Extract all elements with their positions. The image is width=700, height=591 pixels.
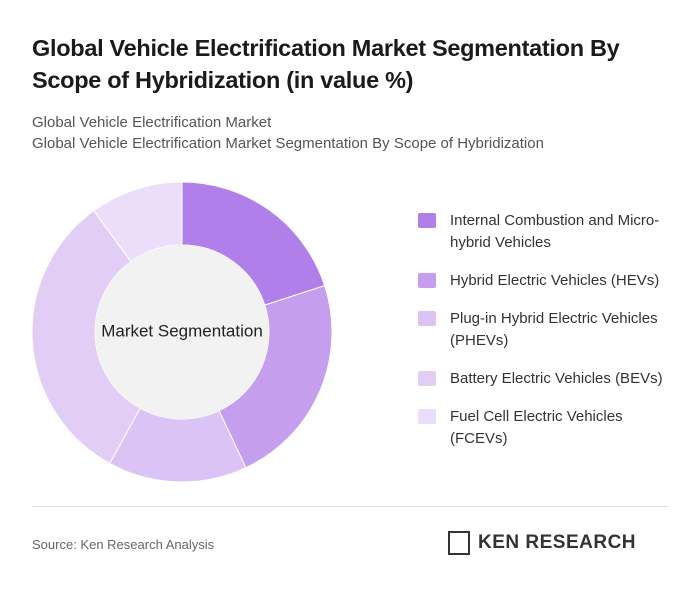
legend-item: Hybrid Electric Vehicles (HEVs): [418, 270, 678, 292]
legend-label: Fuel Cell Electric Vehicles (FCEVs): [450, 408, 623, 447]
legend: Internal Combustion and Micro-hybrid Veh…: [418, 210, 678, 466]
legend-swatch: [418, 311, 436, 326]
legend-label: Plug-in Hybrid Electric Vehicles (PHEVs): [450, 310, 658, 349]
center-label: Market Segmentation: [101, 321, 263, 340]
legend-label: Hybrid Electric Vehicles (HEVs): [450, 272, 660, 289]
chart-title: Global Vehicle Electrification Market Se…: [32, 35, 620, 93]
legend-label: Internal Combustion and Micro-hybrid Veh…: [450, 212, 660, 251]
legend-item: Fuel Cell Electric Vehicles (FCEVs): [418, 406, 678, 450]
legend-item: Battery Electric Vehicles (BEVs): [418, 368, 678, 390]
subtitle: Global Vehicle Electrification Market: [32, 114, 272, 131]
legend-swatch: [418, 409, 436, 424]
legend-swatch: [418, 371, 436, 386]
legend-swatch: [418, 273, 436, 288]
logo-mark: [448, 531, 470, 555]
source: Source: Ken Research Analysis: [32, 537, 215, 552]
legend-swatch: [418, 213, 436, 228]
legend-item: Plug-in Hybrid Electric Vehicles (PHEVs): [418, 308, 678, 352]
donut-chart: Market Segmentation: [31, 181, 333, 483]
logo-text: KEN RESEARCH: [478, 532, 637, 553]
logo: KEN RESEARCH: [448, 531, 636, 555]
separator: [32, 506, 668, 507]
donut-hole: [95, 245, 269, 419]
legend-label: Battery Electric Vehicles (BEVs): [450, 370, 663, 387]
subtitle: Global Vehicle Electrification Market Se…: [32, 135, 544, 152]
legend-item: Internal Combustion and Micro-hybrid Veh…: [418, 210, 678, 254]
